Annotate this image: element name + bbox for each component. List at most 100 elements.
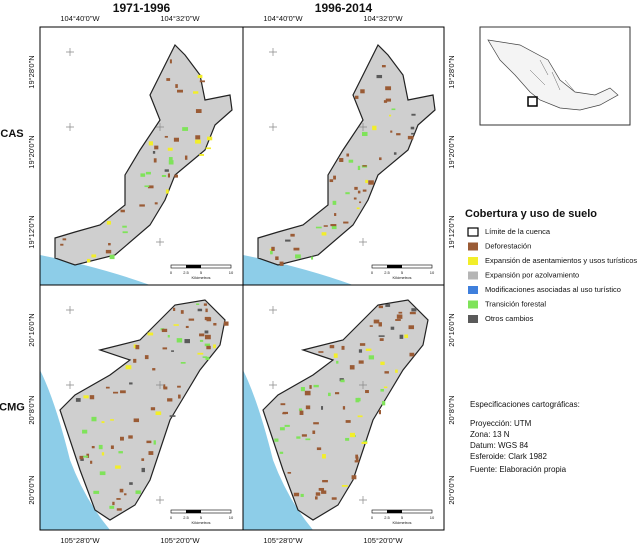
change-patch bbox=[355, 454, 359, 459]
change-patch bbox=[196, 303, 200, 305]
change-patch bbox=[365, 348, 372, 351]
change-patch bbox=[309, 385, 312, 389]
change-patch bbox=[331, 225, 337, 230]
change-patch bbox=[339, 158, 344, 162]
change-patch bbox=[180, 362, 186, 364]
change-patch bbox=[182, 127, 189, 131]
legend-swatch bbox=[468, 315, 478, 323]
change-patch bbox=[167, 398, 173, 402]
change-patch bbox=[385, 86, 392, 91]
specs-source: Fuente: Elaboración propia bbox=[470, 465, 567, 474]
change-patch bbox=[203, 303, 207, 306]
change-patch bbox=[395, 369, 398, 373]
longitude-label: 105°28'0"W bbox=[60, 536, 100, 545]
change-patch bbox=[139, 204, 145, 207]
legend-label: Expansión por azolvamiento bbox=[485, 270, 579, 279]
basin bbox=[262, 299, 429, 521]
change-patch bbox=[199, 154, 205, 156]
sea bbox=[243, 370, 313, 530]
change-patch bbox=[368, 355, 375, 360]
change-patch bbox=[206, 345, 211, 350]
graticule-cross bbox=[156, 381, 164, 389]
change-patch bbox=[177, 385, 181, 388]
change-patch bbox=[355, 397, 360, 403]
change-patch bbox=[358, 349, 363, 353]
change-patch bbox=[82, 455, 89, 458]
change-patch bbox=[144, 185, 150, 188]
change-patch bbox=[313, 384, 319, 388]
change-patch bbox=[343, 221, 349, 224]
change-patch bbox=[380, 361, 385, 365]
change-patch bbox=[205, 147, 211, 150]
change-patch bbox=[279, 451, 284, 454]
change-patch bbox=[193, 91, 199, 94]
change-patch bbox=[385, 304, 391, 307]
graticule-cross bbox=[66, 381, 74, 389]
change-patch bbox=[365, 179, 369, 184]
change-patch bbox=[148, 141, 154, 146]
change-patch bbox=[411, 308, 417, 312]
change-patch bbox=[270, 251, 273, 255]
change-patch bbox=[318, 351, 324, 353]
scale-tick-label: 10 bbox=[430, 515, 435, 520]
change-patch bbox=[141, 458, 145, 461]
change-patch bbox=[383, 100, 388, 103]
scale-tick-label: 2.5 bbox=[384, 515, 390, 520]
change-patch bbox=[342, 406, 346, 410]
change-patch bbox=[378, 410, 382, 415]
change-patch bbox=[312, 430, 316, 434]
change-patch bbox=[285, 239, 291, 242]
change-patch bbox=[334, 392, 340, 395]
scale-unit: Kilómetros bbox=[393, 520, 412, 525]
change-patch bbox=[195, 109, 202, 113]
change-patch bbox=[381, 65, 386, 68]
change-patch bbox=[101, 421, 105, 424]
change-patch bbox=[383, 386, 388, 389]
change-patch bbox=[311, 256, 314, 260]
change-patch bbox=[83, 395, 89, 399]
latitude-label: 19°28'0"N bbox=[27, 55, 36, 88]
scale-bar: 0 2.5 5 10 Kilómetros bbox=[170, 509, 234, 525]
change-patch bbox=[407, 135, 414, 140]
change-patch bbox=[280, 403, 286, 406]
change-patch bbox=[333, 353, 338, 358]
change-patch bbox=[369, 325, 373, 327]
scale-tick-label: 5 bbox=[200, 270, 203, 275]
change-patch bbox=[146, 440, 152, 444]
graticule-cross bbox=[156, 123, 164, 131]
change-patch bbox=[204, 330, 209, 334]
change-patch bbox=[150, 407, 156, 411]
change-patch bbox=[119, 488, 124, 493]
change-patch bbox=[409, 311, 416, 315]
legend-label: Expansión de asentamientos y usos turíst… bbox=[485, 256, 637, 265]
change-patch bbox=[86, 258, 91, 263]
change-patch bbox=[313, 422, 319, 425]
change-patch bbox=[109, 505, 115, 509]
scale-tick-label: 0 bbox=[371, 515, 374, 520]
change-patch bbox=[110, 419, 114, 421]
change-patch bbox=[167, 147, 173, 151]
change-patch bbox=[164, 135, 168, 138]
change-patch bbox=[301, 434, 307, 437]
legend-label: Otros cambios bbox=[485, 314, 534, 323]
change-patch bbox=[357, 415, 363, 418]
change-patch bbox=[169, 415, 176, 417]
longitude-label: 105°20'0"W bbox=[363, 536, 403, 545]
graticule-cross bbox=[359, 238, 367, 246]
change-patch bbox=[391, 108, 396, 111]
change-patch bbox=[124, 493, 127, 496]
change-patch bbox=[331, 497, 337, 500]
change-patch bbox=[178, 394, 181, 399]
graticule-cross bbox=[359, 496, 367, 504]
legend-swatch bbox=[468, 271, 478, 280]
change-patch bbox=[161, 174, 167, 177]
change-patch bbox=[98, 444, 103, 450]
change-patch bbox=[346, 153, 350, 157]
change-patch bbox=[204, 316, 211, 321]
map-panel: 0 2.5 5 10 Kilómetros bbox=[39, 26, 244, 286]
scale-tick-label: 10 bbox=[430, 270, 435, 275]
change-patch bbox=[163, 386, 168, 390]
change-patch bbox=[300, 386, 305, 392]
change-patch bbox=[330, 224, 337, 227]
